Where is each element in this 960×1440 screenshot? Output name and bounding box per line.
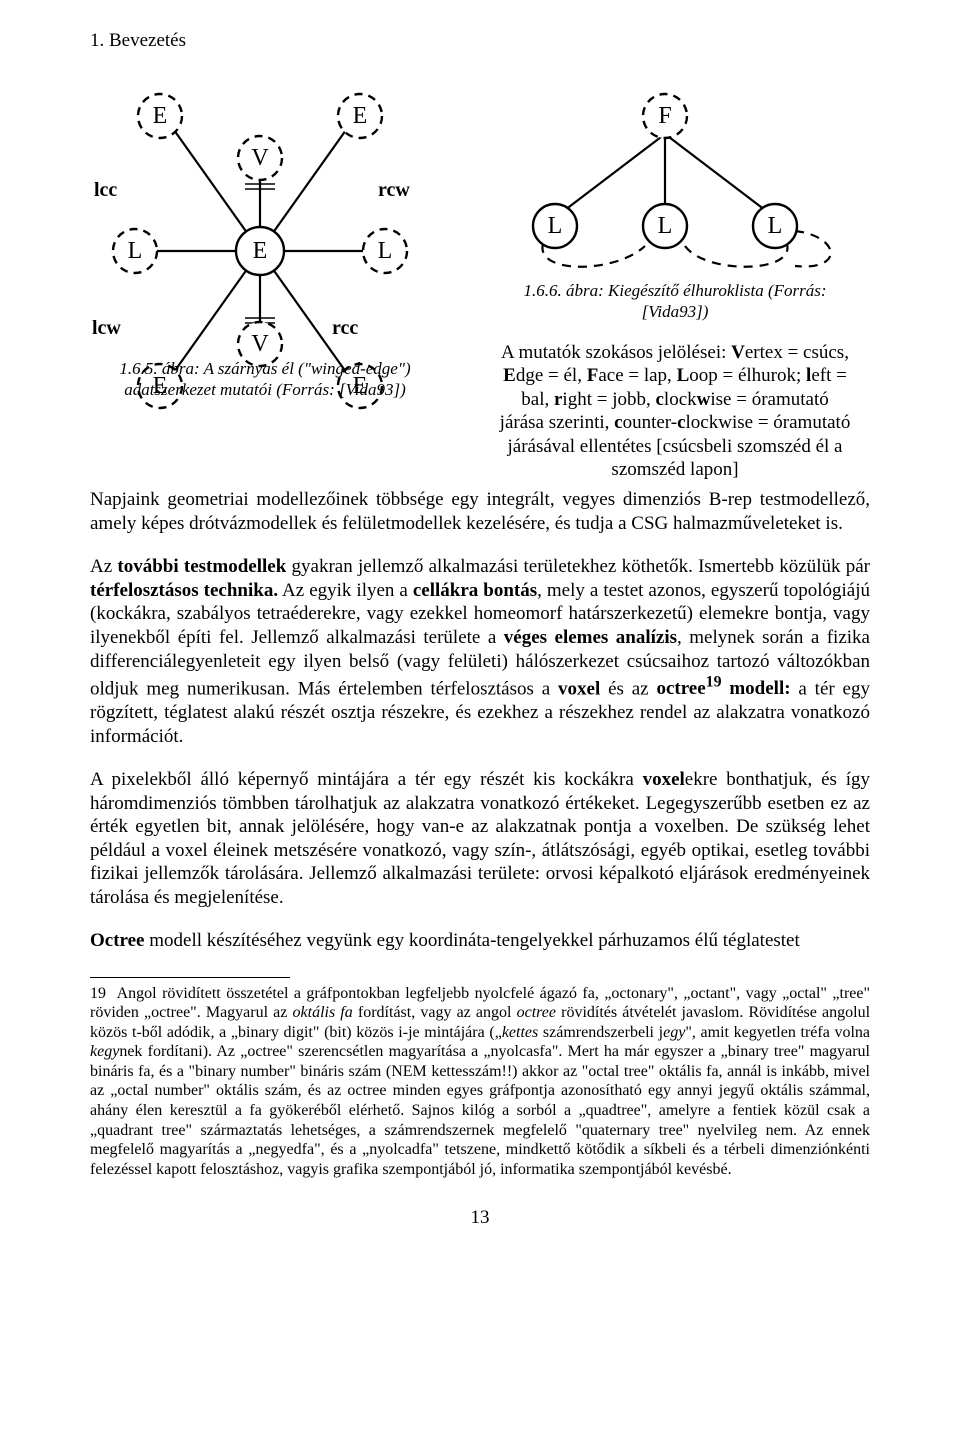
section-header: 1. Bevezetés (90, 30, 870, 52)
page-number: 13 (90, 1207, 870, 1229)
footnote-19: 19 Angol rövidített összetétel a gráfpon… (90, 984, 870, 1179)
svg-text:L: L (378, 238, 393, 264)
svg-text:V: V (251, 331, 269, 357)
page: 1. Bevezetés (0, 0, 960, 1259)
paragraph-2: Az további testmodellek gyakran jellemző… (90, 555, 870, 748)
svg-text:rcw: rcw (378, 179, 410, 201)
svg-text:L: L (768, 213, 783, 239)
svg-text:F: F (658, 103, 671, 129)
figure-right-column: F L L L 1.6.6. ábra: Kiegészítő élhurokl… (480, 76, 870, 482)
svg-text:L: L (128, 238, 143, 264)
figure-left-caption: 1.6.5. ábra: A szárnyas él ("winged-edge… (90, 358, 440, 401)
svg-text:L: L (548, 213, 563, 239)
paragraph-1: Napjaink geometriai modellezőinek többsé… (90, 488, 870, 535)
paragraph-3: A pixelekből álló képernyő mintájára a t… (90, 768, 870, 909)
figures-row: E E V L E L V E E lcc rcw lcw rcc (90, 76, 870, 482)
svg-text:E: E (153, 103, 168, 129)
svg-text:L: L (658, 213, 673, 239)
figure-left-caption-text: 1.6.5. ábra: A szárnyas él ("winged-edge… (119, 359, 410, 399)
loop-list-diagram: F L L L (495, 76, 855, 276)
captions-row: 1.6.5. ábra: A szárnyas él ("winged-edge… (90, 354, 870, 401)
footnote-number: 19 (90, 984, 112, 1004)
figure-right-caption: 1.6.6. ábra: Kiegészítő élhuroklista (Fo… (515, 280, 835, 323)
svg-text:lcc: lcc (94, 179, 117, 201)
svg-text:E: E (253, 238, 268, 264)
svg-text:E: E (353, 103, 368, 129)
footnote-separator (90, 977, 290, 978)
svg-text:V: V (251, 145, 269, 171)
svg-text:lcw: lcw (92, 317, 121, 339)
paragraph-4: Octree modell készítéséhez vegyünk egy k… (90, 929, 870, 953)
svg-text:rcc: rcc (332, 317, 358, 339)
